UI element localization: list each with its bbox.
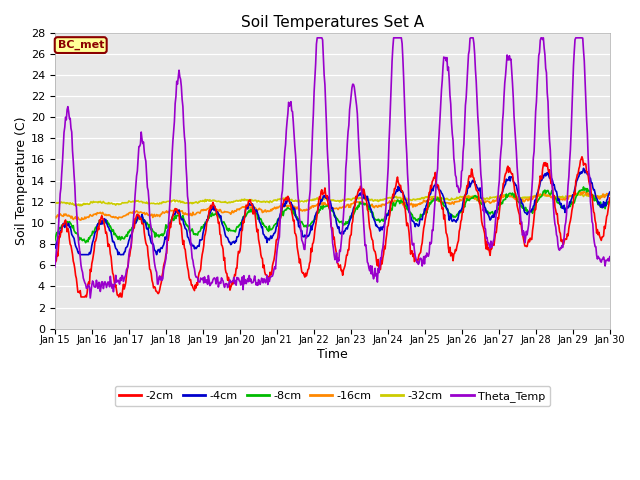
Text: BC_met: BC_met — [58, 40, 104, 50]
Legend: -2cm, -4cm, -8cm, -16cm, -32cm, Theta_Temp: -2cm, -4cm, -8cm, -16cm, -32cm, Theta_Te… — [115, 386, 550, 406]
Title: Soil Temperatures Set A: Soil Temperatures Set A — [241, 15, 424, 30]
Y-axis label: Soil Temperature (C): Soil Temperature (C) — [15, 116, 28, 245]
X-axis label: Time: Time — [317, 348, 348, 360]
